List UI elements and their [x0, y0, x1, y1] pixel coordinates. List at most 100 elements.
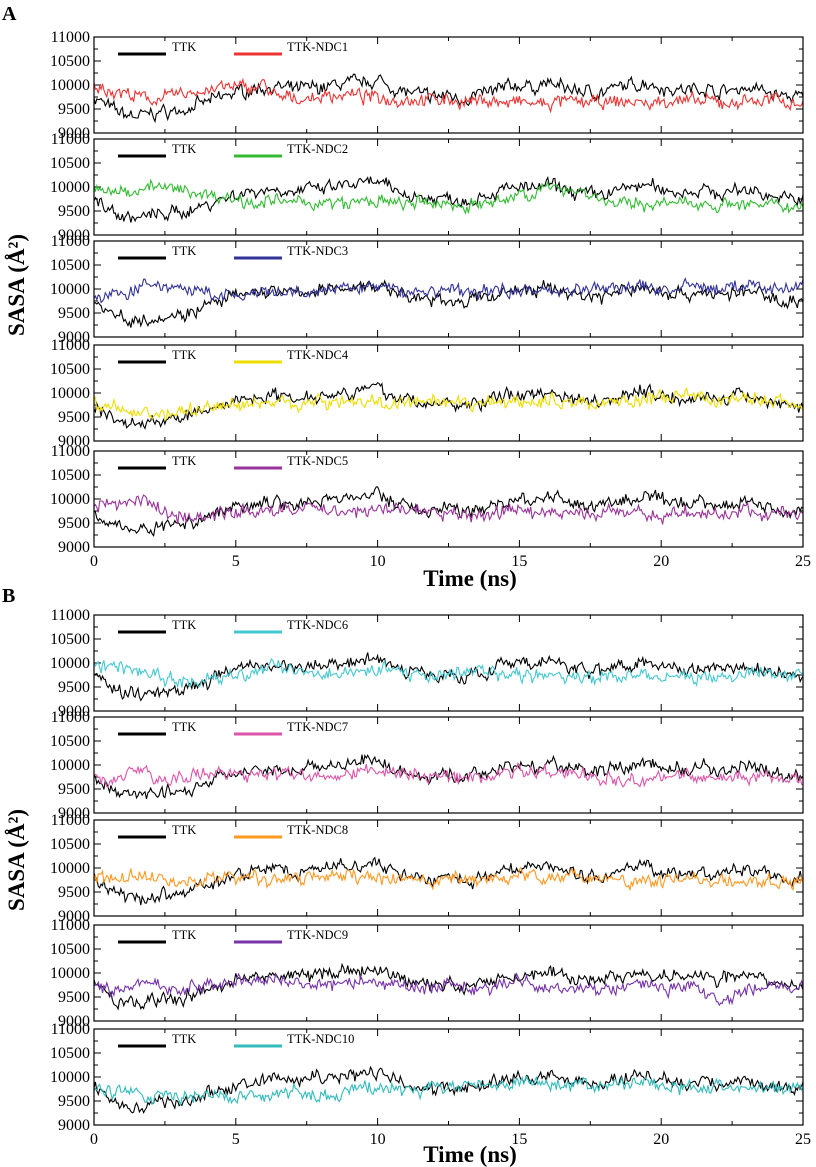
y-tick-label: 9500: [58, 305, 90, 322]
plot-frame: [93, 138, 804, 236]
y-tick-label: 10000: [50, 385, 90, 402]
y-tick-label: 10500: [50, 631, 90, 648]
legend-label-ttk-ndc2: TTK-NDC2: [287, 142, 348, 156]
y-tick-label: 10000: [50, 1069, 90, 1086]
series-line-ttk: [94, 486, 803, 538]
x-tick-label: 0: [90, 1131, 98, 1148]
y-tick-label: 10000: [50, 281, 90, 298]
y-tick-label: 11000: [51, 812, 90, 829]
legend-label-ttk-ndc5: TTK-NDC5: [287, 454, 348, 468]
y-axis-title-b: SASA (Å²): [4, 809, 29, 911]
series-line-ttk: [94, 73, 803, 124]
y-tick-label: 11000: [51, 709, 90, 726]
series-line-ttk-ndc2: [94, 178, 803, 215]
y-axis-title-a: SASA (Å²): [4, 234, 29, 336]
legend-label-ttk-ndc1: TTK-NDC1: [287, 40, 348, 54]
y-tick-label: 9500: [58, 515, 90, 532]
series-line-ttk-ndc7: [94, 762, 803, 788]
x-tick-label: 15: [511, 1131, 527, 1148]
legend-label-ttk-ndc3: TTK-NDC3: [287, 244, 348, 258]
y-tick-label: 10500: [50, 941, 90, 958]
panel-label-a: A: [2, 3, 17, 25]
plot-frame: [93, 924, 804, 1022]
y-tick-label: 10500: [50, 1045, 90, 1062]
chart-panel-ttk-ndc7: 9000 9500 10000 10500 11000 TTK TTK-NDC7: [50, 709, 804, 822]
y-tick-label: 10500: [50, 836, 90, 853]
x-tick-label: 10: [370, 1131, 386, 1148]
series-line-ttk: [94, 652, 803, 702]
legend-label-ttk-ndc6: TTK-NDC6: [287, 618, 348, 632]
plot-frame: [93, 450, 804, 548]
y-tick-label: 9000: [58, 703, 90, 720]
y-tick-label: 9500: [58, 884, 90, 901]
y-tick-label: 11000: [51, 917, 90, 934]
y-tick-label: 9000: [58, 1117, 90, 1134]
plot-frame: [93, 36, 804, 134]
y-tick-label: 11000: [51, 233, 90, 250]
x-tick-label: 5: [232, 1131, 240, 1148]
y-tick-label: 9500: [58, 1093, 90, 1110]
chart-panel-ttk-ndc4: 9000 9500 10000 10500 11000 TTK TTK-NDC4: [50, 337, 804, 450]
legend-label-ttk-ndc10: TTK-NDC10: [287, 1032, 354, 1046]
chart-panel-ttk-ndc6: 9000 9500 10000 10500 11000 TTK TTK-NDC6: [50, 607, 804, 720]
y-tick-label: 9500: [58, 101, 90, 118]
legend-label-ttk: TTK: [172, 720, 196, 734]
y-tick-label: 9000: [58, 539, 90, 556]
y-tick-label: 10000: [50, 965, 90, 982]
series-line-ttk-ndc4: [94, 387, 803, 421]
y-tick-label: 10000: [50, 491, 90, 508]
panel-label-b: B: [2, 585, 15, 607]
y-tick-label: 9500: [58, 409, 90, 426]
series-line-ttk-ndc3: [94, 277, 803, 304]
x-tick-label: 15: [511, 553, 527, 570]
y-tick-label: 10500: [50, 53, 90, 70]
plot-frame: [93, 240, 804, 338]
series-line-ttk-ndc5: [94, 494, 803, 525]
y-tick-label: 10000: [50, 179, 90, 196]
y-tick-label: 10500: [50, 155, 90, 172]
legend-label-ttk: TTK: [172, 928, 196, 942]
y-tick-label: 9000: [58, 908, 90, 925]
series-line-ttk: [94, 856, 803, 906]
series-line-ttk-ndc1: [94, 77, 803, 114]
y-tick-label: 9500: [58, 203, 90, 220]
series-line-ttk-ndc9: [94, 972, 803, 1007]
y-tick-label: 11000: [51, 29, 90, 46]
y-tick-label: 10000: [50, 757, 90, 774]
series-line-ttk-ndc6: [94, 658, 803, 689]
legend-label-ttk-ndc4: TTK-NDC4: [287, 348, 349, 362]
plot-frame: [93, 344, 804, 442]
x-axis-title-a: Time (ns): [423, 566, 517, 591]
y-tick-label: 10500: [50, 467, 90, 484]
chart-panel-ttk-ndc2: 9000 9500 10000 10500 11000 TTK TTK-NDC2: [50, 131, 804, 244]
chart-panel-ttk-ndc5: 9000 9500 10000 10500 11000 0 5 10 15 20 25 TTK TTK-…: [50, 443, 811, 570]
y-tick-label: 9000: [58, 1013, 90, 1030]
legend-label-ttk-ndc9: TTK-NDC9: [287, 928, 348, 942]
legend-label-ttk: TTK: [172, 618, 196, 632]
plot-frame: [93, 716, 804, 814]
y-tick-label: 9000: [58, 227, 90, 244]
y-tick-label: 11000: [51, 131, 90, 148]
x-tick-label: 25: [795, 553, 811, 570]
y-tick-label: 10000: [50, 77, 90, 94]
y-tick-label: 11000: [51, 443, 90, 460]
y-tick-label: 10500: [50, 361, 90, 378]
y-tick-label: 9000: [58, 805, 90, 822]
y-tick-label: 11000: [51, 1021, 90, 1038]
chart-panel-ttk-ndc1: 9000 9500 10000 10500 11000 TTK TTK-NDC1: [50, 29, 804, 142]
legend-label-ttk: TTK: [172, 348, 196, 362]
y-tick-label: 10500: [50, 257, 90, 274]
y-tick-label: 10500: [50, 733, 90, 750]
x-tick-label: 20: [653, 553, 669, 570]
chart-panel-ttk-ndc10: 9000 9500 10000 10500 11000 0 5 10 15 20 25 TTK TTK-…: [50, 1021, 811, 1148]
y-tick-label: 9500: [58, 989, 90, 1006]
chart-panel-ttk-ndc8: 9000 9500 10000 10500 11000 TTK TTK-NDC8: [50, 812, 804, 925]
y-tick-label: 11000: [51, 607, 90, 624]
chart-panel-ttk-ndc3: 9000 9500 10000 10500 11000 TTK TTK-NDC3: [50, 233, 804, 346]
series-line-ttk: [94, 175, 803, 223]
legend-label-ttk: TTK: [172, 1032, 196, 1046]
legend-label-ttk-ndc7: TTK-NDC7: [287, 720, 348, 734]
legend-label-ttk-ndc8: TTK-NDC8: [287, 823, 348, 837]
series-line-ttk: [94, 279, 803, 328]
